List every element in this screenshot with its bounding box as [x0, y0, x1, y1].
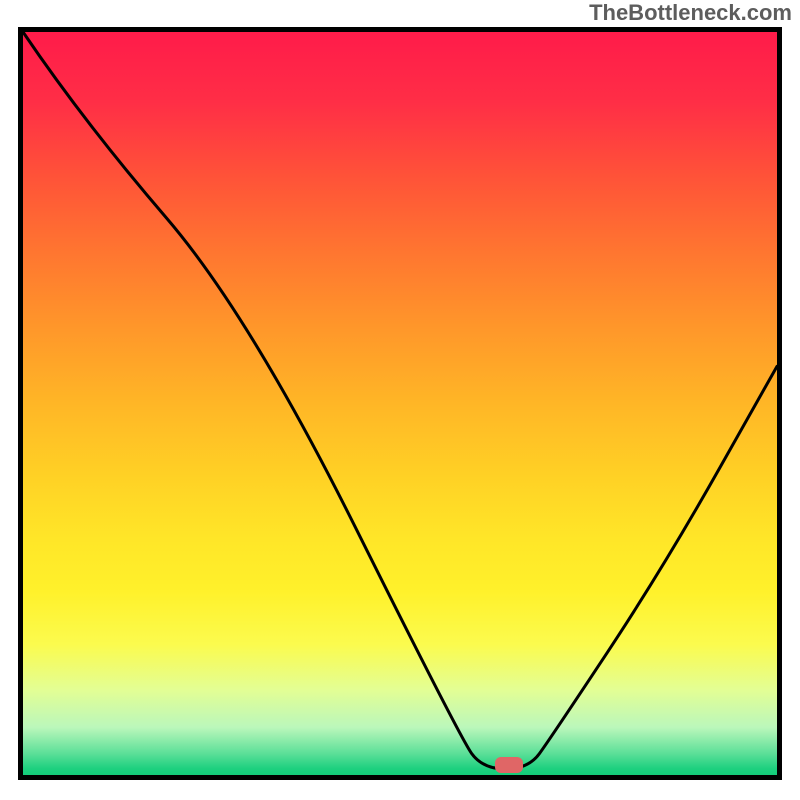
- plot-area: [18, 27, 782, 780]
- chart-frame: TheBottleneck.com: [0, 0, 800, 800]
- watermark-text: TheBottleneck.com: [589, 0, 792, 26]
- plot-border-rect: [21, 30, 780, 778]
- plot-border: [18, 27, 782, 780]
